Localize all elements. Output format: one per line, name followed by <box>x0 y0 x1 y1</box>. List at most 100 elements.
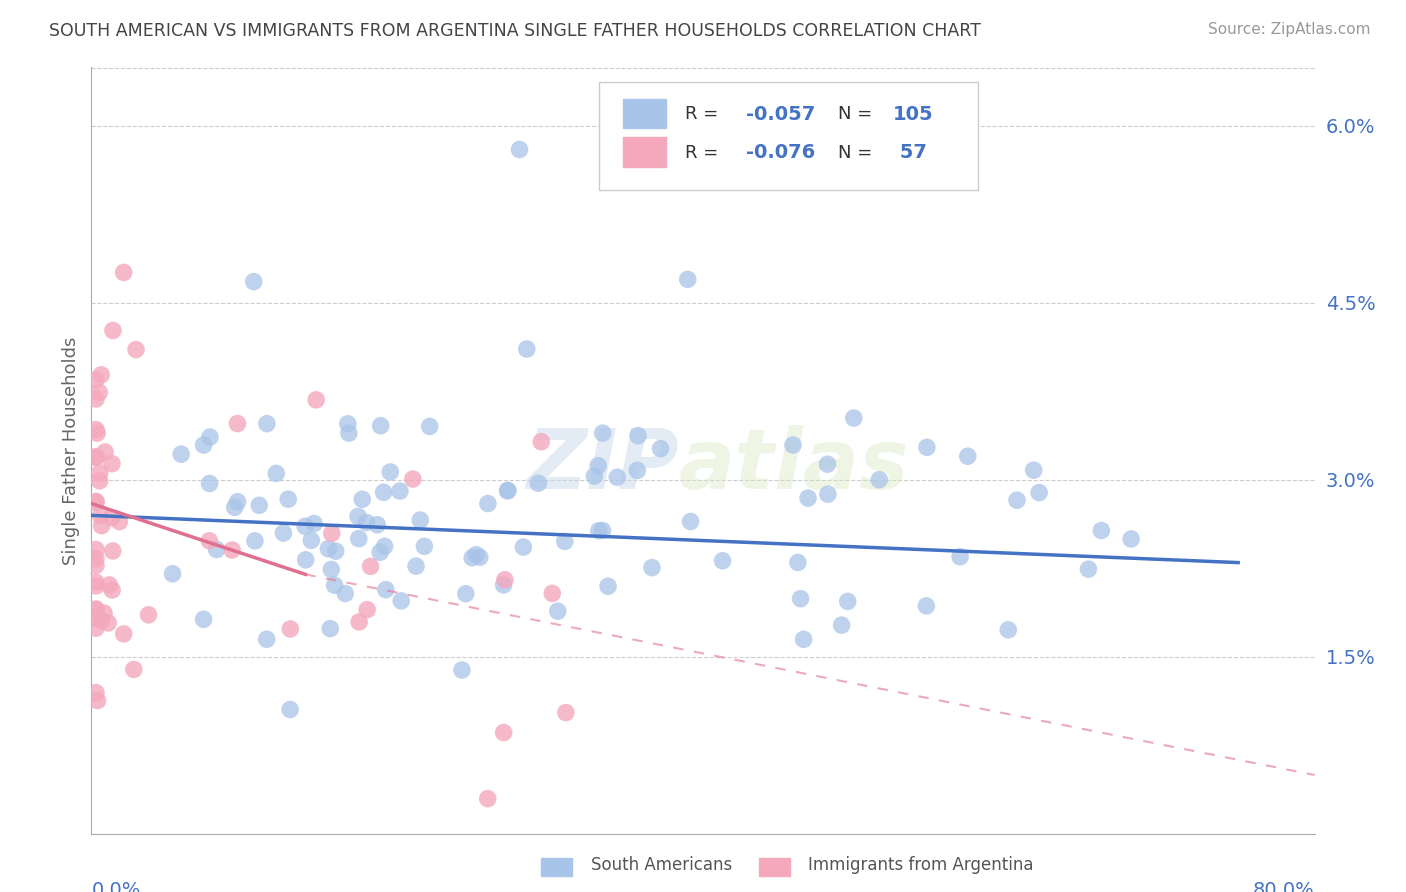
Point <box>454 587 477 601</box>
Point <box>108 515 131 529</box>
Point <box>592 524 614 538</box>
Point <box>492 578 515 592</box>
Point <box>352 492 374 507</box>
Point <box>323 578 346 592</box>
Point <box>1121 532 1143 546</box>
Point <box>294 553 316 567</box>
Point <box>321 562 343 576</box>
Point <box>84 542 107 557</box>
Point <box>380 465 402 479</box>
Point <box>84 602 107 616</box>
Point <box>84 575 107 590</box>
Point <box>337 426 360 441</box>
Point <box>789 591 811 606</box>
FancyBboxPatch shape <box>599 82 979 190</box>
Point <box>527 476 550 491</box>
Point <box>100 510 122 524</box>
Point <box>89 466 111 480</box>
Point <box>138 607 160 622</box>
Point <box>98 578 121 592</box>
Point <box>198 533 221 548</box>
Point <box>679 515 702 529</box>
Point <box>419 419 441 434</box>
Point <box>915 440 938 454</box>
Point <box>89 385 111 400</box>
Point <box>374 539 396 553</box>
Point <box>1005 493 1028 508</box>
Point <box>596 579 619 593</box>
Point <box>793 632 815 647</box>
Point <box>336 417 359 431</box>
Text: R =: R = <box>685 105 718 123</box>
Point <box>409 513 432 527</box>
Point <box>243 533 266 548</box>
Point <box>492 725 515 739</box>
Point <box>1077 562 1099 576</box>
Point <box>782 438 804 452</box>
Point <box>1022 463 1045 477</box>
Point <box>87 612 110 626</box>
Bar <box>623 137 666 167</box>
Point <box>627 428 650 442</box>
Point <box>205 542 228 557</box>
Text: 57: 57 <box>893 144 927 162</box>
Point <box>101 544 124 558</box>
Point <box>101 457 124 471</box>
Point <box>112 627 135 641</box>
Point <box>86 693 108 707</box>
Point <box>221 543 243 558</box>
Point <box>101 323 124 337</box>
Point <box>360 559 382 574</box>
Point <box>125 343 148 357</box>
Point <box>84 579 107 593</box>
Point <box>299 533 322 548</box>
Point <box>93 606 115 620</box>
Point <box>84 373 107 387</box>
Point <box>89 474 111 488</box>
Point <box>302 516 325 531</box>
Point <box>256 417 278 431</box>
Point <box>90 614 112 628</box>
Text: ZIP: ZIP <box>526 425 679 507</box>
Point <box>84 621 107 635</box>
Point <box>84 423 107 437</box>
Point <box>592 426 614 441</box>
Point <box>641 560 664 574</box>
Text: N =: N = <box>838 105 872 123</box>
Point <box>84 450 107 465</box>
Point <box>347 532 370 546</box>
Point <box>256 632 278 647</box>
Point <box>786 556 808 570</box>
Point <box>949 549 972 564</box>
Point <box>319 622 342 636</box>
Text: atlas: atlas <box>679 425 910 507</box>
Point <box>530 434 553 449</box>
Point <box>86 426 108 441</box>
Point <box>321 526 343 541</box>
Point <box>356 602 378 616</box>
Point <box>512 540 534 554</box>
Point <box>84 603 107 617</box>
Text: -0.076: -0.076 <box>745 144 815 162</box>
Point <box>84 450 107 464</box>
Point <box>277 492 299 507</box>
Text: R =: R = <box>685 144 718 161</box>
Point <box>676 272 699 286</box>
Text: 0.0%: 0.0% <box>91 881 141 892</box>
Point <box>451 663 474 677</box>
Point <box>837 594 859 608</box>
Point <box>516 342 538 356</box>
Point <box>583 469 606 483</box>
Point <box>122 662 145 676</box>
Point <box>797 491 820 505</box>
Point <box>94 445 117 459</box>
Point <box>273 526 295 541</box>
Point <box>402 472 425 486</box>
Point <box>554 534 576 549</box>
Point <box>84 392 107 406</box>
Text: N =: N = <box>838 144 872 161</box>
Point <box>496 483 519 498</box>
Point <box>294 519 316 533</box>
Point <box>831 618 853 632</box>
Point <box>84 558 107 573</box>
